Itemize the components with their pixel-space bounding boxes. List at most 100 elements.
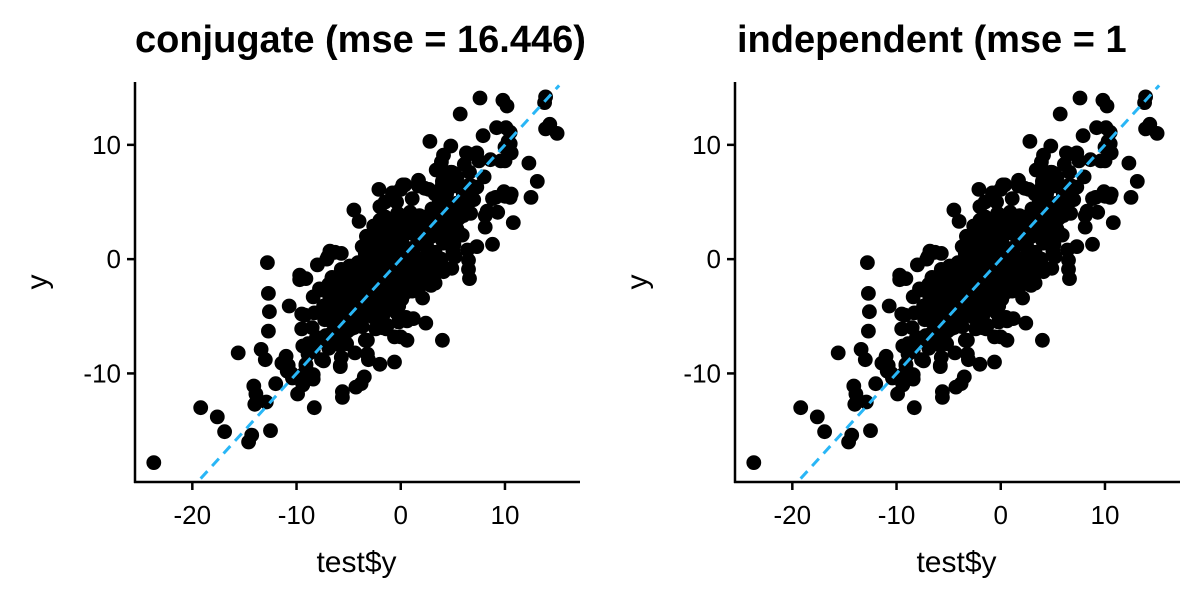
data-point (258, 394, 274, 410)
data-point (385, 281, 400, 297)
data-point (499, 98, 515, 114)
panel-conjugate: conjugate (mse = 16.446) -20 -10 0 10 -10 0 10 t… (21, 19, 586, 579)
data-point (230, 345, 246, 361)
data-point (933, 262, 949, 277)
data-point (436, 264, 451, 280)
data-point (916, 353, 931, 369)
data-point (444, 164, 460, 180)
data-point (1018, 315, 1034, 331)
data-point (257, 352, 273, 368)
data-point (1093, 153, 1109, 169)
data-point (360, 346, 375, 362)
data-point (932, 359, 948, 374)
data-point (1035, 216, 1050, 232)
data-point (392, 292, 408, 308)
data-point (969, 262, 985, 277)
data-point (371, 182, 387, 197)
data-point (1036, 235, 1051, 251)
data-point (857, 352, 873, 368)
data-point (447, 249, 463, 265)
data-point (793, 400, 809, 416)
data-point (1036, 147, 1051, 163)
data-point (1011, 178, 1026, 194)
data-point (971, 182, 987, 197)
data-point (498, 120, 514, 136)
data-point (308, 332, 324, 348)
data-point (941, 274, 956, 290)
panel-independent: independent (mse = 1 -20 -10 0 10 -10 0 10 test$… (621, 19, 1180, 579)
data-point (1015, 290, 1030, 306)
points-layer (146, 89, 565, 470)
data-point (991, 256, 1007, 272)
data-point (306, 400, 322, 416)
data-point (404, 191, 420, 207)
reference-line (199, 84, 561, 480)
data-point (946, 202, 962, 218)
x-axis-title: test$y (916, 546, 996, 579)
data-point (997, 210, 1013, 226)
data-point (348, 379, 364, 395)
data-point (985, 228, 1000, 244)
data-point (375, 307, 391, 323)
data-point (435, 174, 450, 189)
data-point (809, 409, 825, 425)
data-point (948, 379, 964, 395)
data-point (488, 190, 503, 205)
y-axis-title: y (621, 275, 654, 290)
data-point (966, 231, 982, 247)
data-point (960, 332, 975, 348)
data-point (323, 310, 339, 325)
data-point (366, 231, 382, 247)
data-point (372, 356, 388, 372)
data-point (968, 321, 984, 337)
data-point (935, 390, 950, 405)
data-point (281, 298, 297, 314)
data-point (1102, 136, 1118, 152)
data-point (246, 378, 262, 394)
data-point (830, 345, 846, 361)
data-point (908, 332, 924, 348)
data-point (861, 323, 876, 339)
data-point (505, 215, 521, 231)
data-point (1088, 190, 1103, 205)
data-point (965, 242, 980, 258)
data-point (521, 155, 537, 171)
data-point (1003, 257, 1019, 273)
data-point (333, 262, 349, 277)
data-point (956, 369, 972, 385)
data-point (415, 209, 430, 225)
x-tick-label: -20 (774, 500, 812, 530)
data-point (418, 262, 434, 277)
data-point (1142, 116, 1158, 132)
data-point (404, 283, 420, 299)
data-point (295, 377, 311, 393)
data-point (1003, 225, 1019, 241)
data-point (923, 310, 939, 325)
data-point (260, 255, 275, 270)
data-point (418, 315, 434, 331)
data-point (904, 344, 920, 360)
data-point (863, 423, 878, 438)
data-point (985, 281, 1000, 297)
data-point (1000, 272, 1016, 288)
panel-title: conjugate (mse = 16.446) (135, 19, 586, 61)
data-point (332, 359, 348, 374)
data-point (1035, 174, 1050, 189)
data-point (475, 128, 491, 144)
data-point (333, 246, 349, 261)
data-point (436, 235, 451, 251)
data-point (746, 455, 762, 470)
data-point (1004, 191, 1020, 207)
reference-line (799, 84, 1161, 480)
data-point (435, 216, 450, 232)
data-point (322, 327, 338, 342)
data-point (1102, 190, 1118, 205)
data-point (403, 225, 419, 241)
data-point (1066, 192, 1082, 208)
x-tick-label: -10 (278, 500, 316, 530)
data-point (881, 298, 897, 314)
data-point (972, 356, 988, 372)
data-point (1121, 155, 1137, 171)
data-point (1077, 219, 1093, 235)
data-point (915, 282, 930, 298)
